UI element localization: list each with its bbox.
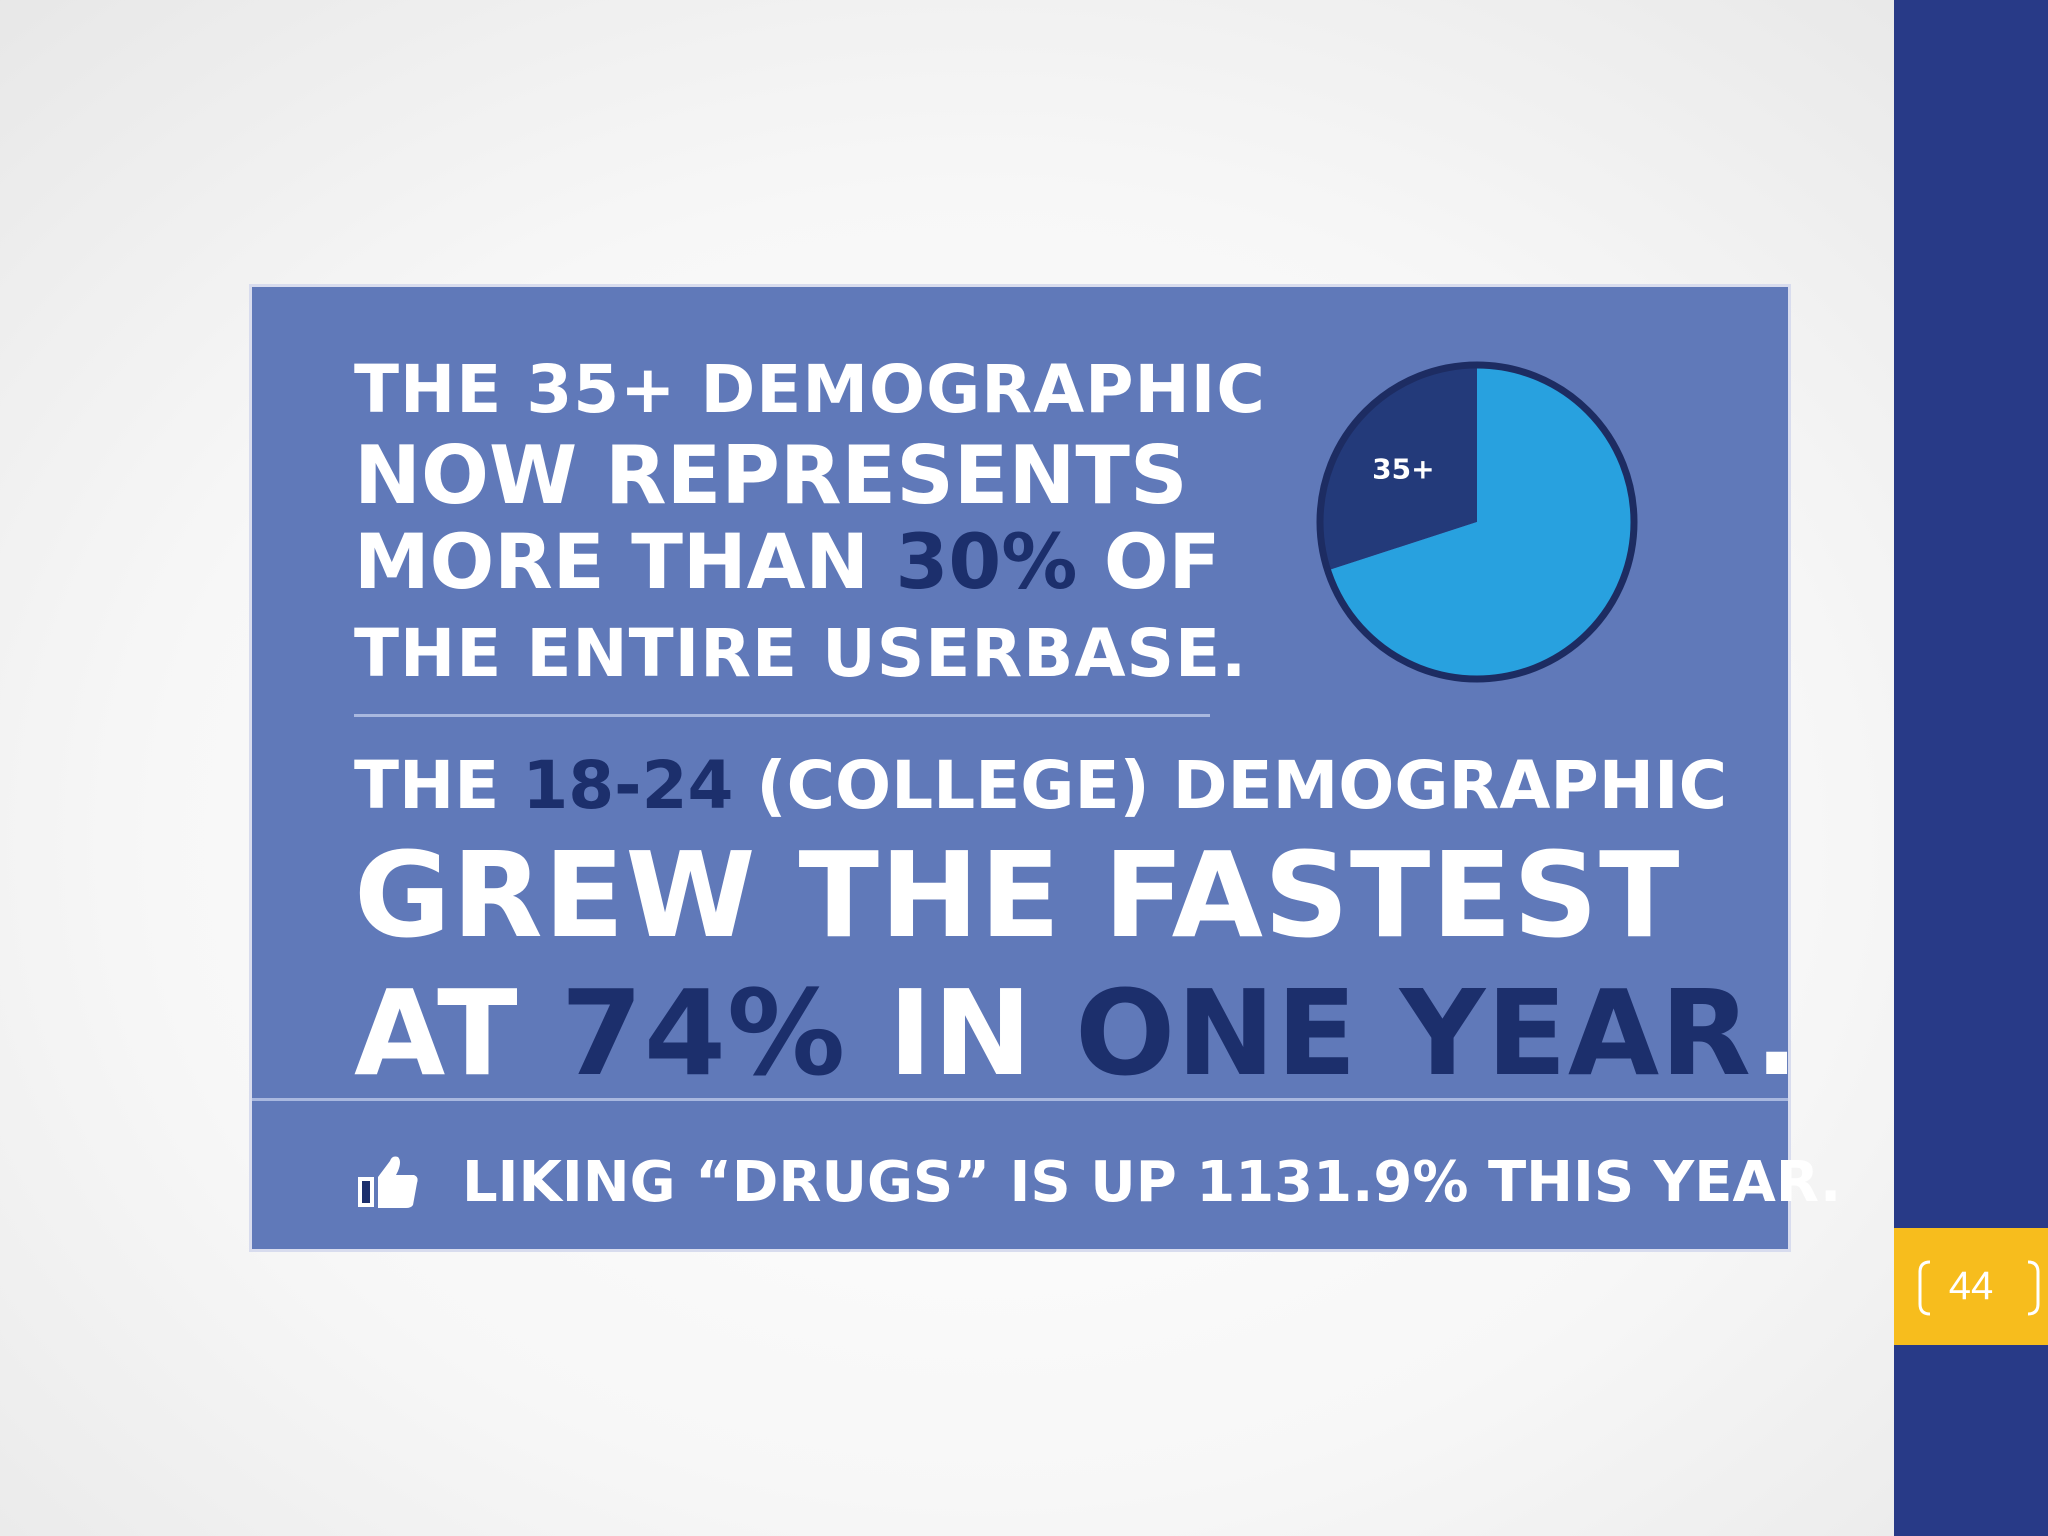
line-7-middle: IN <box>846 964 1076 1102</box>
demographic-pie-chart: 35+ <box>1316 361 1638 683</box>
line-5-highlight: 18-24 <box>522 747 734 824</box>
footer-band-line <box>252 1098 1788 1101</box>
growth-headline: GREW THE FASTEST <box>354 826 1681 964</box>
page-number: 44 <box>1948 1264 1994 1308</box>
page-number-bracket-icon <box>1918 1260 2040 1316</box>
footer-stat: LIKING “DRUGS” IS UP 1131.9% THIS YEAR. <box>462 1150 1842 1215</box>
line-7-prefix: AT <box>354 964 561 1102</box>
headline-line-2: NOW REPRESENTS <box>354 429 1188 522</box>
pie-slice-label: 35+ <box>1372 452 1434 485</box>
pie-slice-35plus <box>1320 365 1477 571</box>
line-3-highlight: 30% <box>895 517 1078 606</box>
growth-stat-line: AT 74% IN ONE YEAR. <box>354 974 1800 1092</box>
pie-border <box>1316 361 1638 683</box>
infographic-image: THE 35+ DEMOGRAPHIC NOW REPRESENTS MORE … <box>252 287 1841 1249</box>
line-7-highlight-period: ONE YEAR <box>1075 964 1755 1102</box>
headline-line-3: MORE THAN 30% OF <box>354 524 1220 600</box>
headline-line-1: THE 35+ DEMOGRAPHIC <box>354 351 1266 428</box>
pie-slice-other <box>1327 365 1634 679</box>
section-divider <box>354 714 1210 717</box>
headline-line-4: THE ENTIRE USERBASE. <box>354 615 1248 692</box>
line-5-suffix: (COLLEGE) DEMOGRAPHIC <box>733 747 1728 824</box>
page-number-box: 44 <box>1894 1228 2048 1345</box>
line-3-suffix: OF <box>1077 517 1221 606</box>
college-line: THE 18-24 (COLLEGE) DEMOGRAPHIC <box>354 753 1727 819</box>
thumbs-up-icon <box>358 1156 418 1208</box>
line-7-suffix: . <box>1754 964 1801 1102</box>
line-5-prefix: THE <box>354 747 523 824</box>
line-3-prefix: MORE THAN <box>354 517 896 606</box>
line-7-highlight-percent: 74% <box>560 964 847 1102</box>
